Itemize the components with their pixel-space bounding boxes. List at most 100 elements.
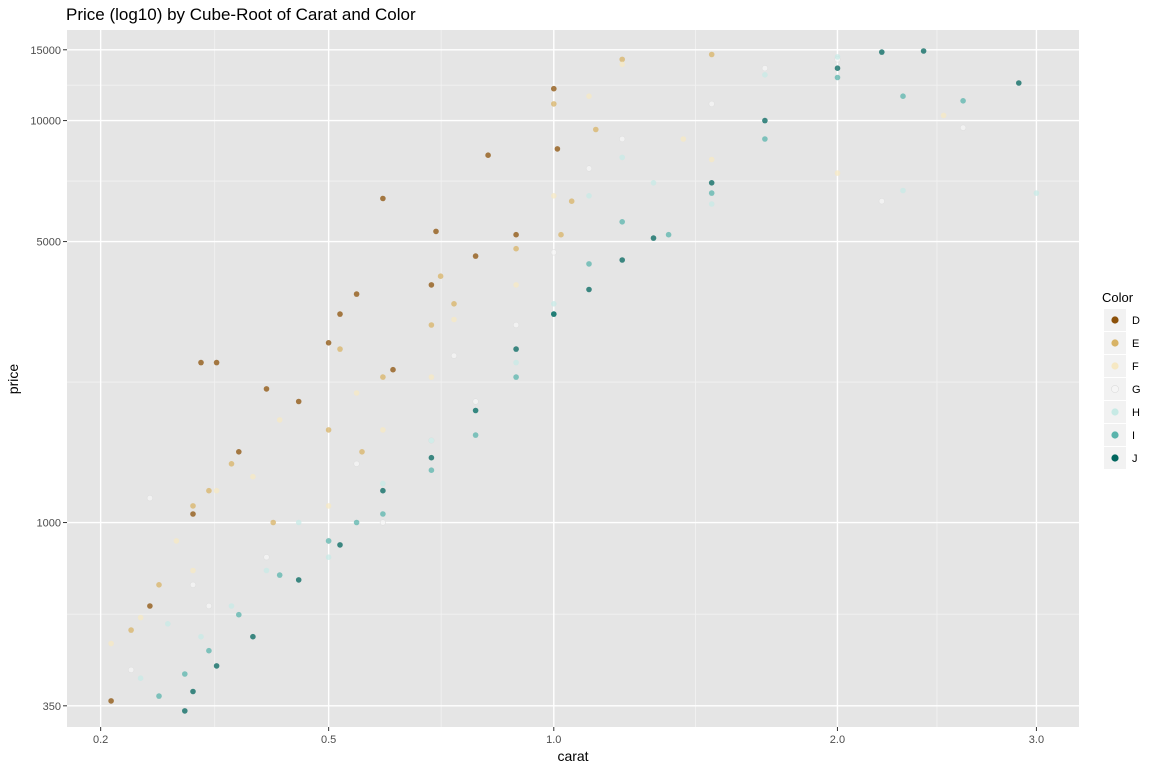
data-point <box>390 366 396 373</box>
data-point <box>428 322 435 328</box>
data-point <box>263 386 270 392</box>
data-point <box>879 49 885 55</box>
legend-swatch <box>1111 385 1119 393</box>
data-point <box>834 65 841 71</box>
data-point <box>451 301 457 307</box>
data-point <box>428 467 435 474</box>
chart-title: Price (log10) by Cube-Root of Carat and … <box>66 5 416 24</box>
data-point <box>551 101 557 107</box>
data-point <box>586 261 592 267</box>
series-g <box>128 56 967 673</box>
data-point <box>325 340 332 346</box>
data-point <box>472 432 479 438</box>
data-point <box>137 675 144 681</box>
data-point <box>558 231 564 238</box>
data-point <box>586 193 592 199</box>
data-point <box>940 112 947 119</box>
data-point <box>428 282 435 288</box>
data-point <box>650 180 657 186</box>
data-point <box>236 449 242 455</box>
data-point <box>619 61 625 68</box>
data-point <box>337 542 343 548</box>
data-point <box>325 538 332 544</box>
legend-item-e: E <box>1104 332 1139 354</box>
data-point <box>353 460 360 467</box>
legend-label: E <box>1132 338 1139 350</box>
data-point <box>213 487 220 494</box>
data-point <box>380 374 386 380</box>
data-point <box>198 633 204 640</box>
data-point <box>250 633 256 640</box>
data-point <box>295 398 302 405</box>
data-point <box>270 519 277 526</box>
data-point <box>198 359 204 366</box>
y-tick-label: 15000 <box>30 45 61 57</box>
data-point <box>108 698 114 704</box>
data-point <box>128 666 135 673</box>
data-point <box>190 503 196 509</box>
data-point <box>708 180 715 186</box>
y-axis-ticks: 350 1000 5000 10000 15000 <box>30 45 67 713</box>
data-point <box>182 708 188 714</box>
legend-item-d: D <box>1104 309 1140 331</box>
data-point <box>165 621 171 627</box>
data-point <box>213 663 220 669</box>
data-point <box>428 437 435 444</box>
data-point <box>551 311 557 317</box>
data-point <box>708 190 715 196</box>
data-point <box>762 136 768 142</box>
data-point <box>428 454 435 461</box>
series-f <box>108 61 947 647</box>
data-point <box>137 614 144 621</box>
x-tick-label: 2.0 <box>830 734 845 746</box>
data-point <box>834 170 841 176</box>
plot-panel <box>67 30 1079 727</box>
data-point <box>380 480 386 487</box>
data-point <box>337 311 343 317</box>
legend-item-i: I <box>1104 424 1135 446</box>
legend-label: G <box>1132 384 1141 396</box>
data-point <box>380 427 386 433</box>
data-point <box>206 647 212 654</box>
data-point <box>451 316 457 323</box>
legend-label: F <box>1132 361 1139 373</box>
data-point <box>513 374 519 380</box>
data-point <box>761 65 768 72</box>
legend-swatch <box>1111 339 1119 347</box>
data-point <box>834 54 841 60</box>
data-point <box>206 487 212 494</box>
data-point <box>593 126 599 133</box>
data-point <box>156 582 162 588</box>
data-point <box>1016 80 1022 86</box>
data-point <box>379 519 386 526</box>
data-point <box>513 282 519 288</box>
data-point <box>205 602 212 610</box>
data-point <box>900 93 906 99</box>
x-axis-title: carat <box>557 748 588 764</box>
data-point <box>619 154 625 161</box>
data-point <box>619 135 626 143</box>
data-point <box>353 291 360 297</box>
data-point <box>1033 190 1040 196</box>
y-tick-label: 350 <box>43 701 61 713</box>
data-point <box>380 195 386 202</box>
data-point <box>359 449 365 455</box>
data-point <box>295 519 302 526</box>
data-point <box>513 231 519 238</box>
legend-swatch <box>1111 408 1119 416</box>
data-point <box>380 511 386 517</box>
data-point <box>551 193 557 199</box>
legend-label: D <box>1132 315 1140 327</box>
data-point <box>146 495 153 502</box>
data-point <box>586 93 592 99</box>
y-tick-label: 5000 <box>37 237 61 249</box>
legend-item-h: H <box>1104 401 1140 423</box>
data-point <box>680 136 687 142</box>
data-point <box>551 85 557 92</box>
data-point <box>513 359 519 366</box>
data-point <box>665 231 672 238</box>
data-point <box>586 286 592 293</box>
legend-swatch <box>1111 316 1119 324</box>
data-points <box>108 48 1040 714</box>
data-point <box>619 56 625 63</box>
